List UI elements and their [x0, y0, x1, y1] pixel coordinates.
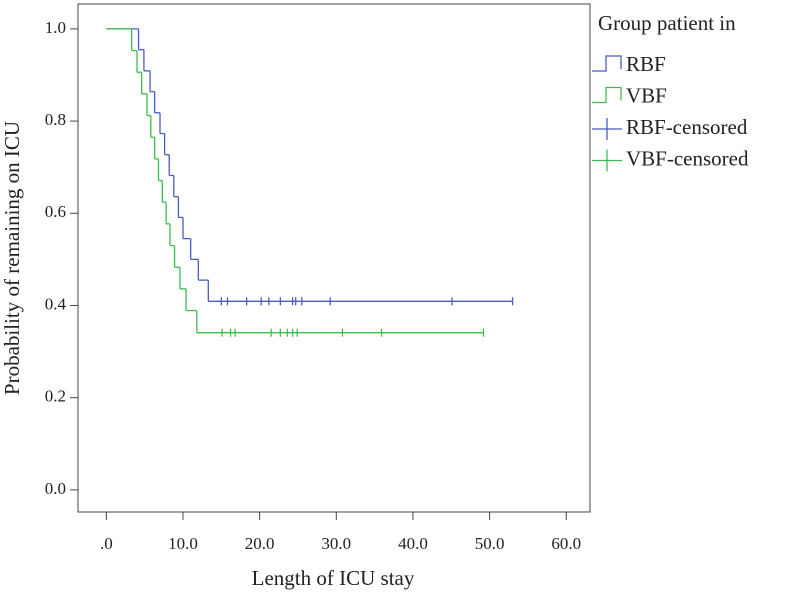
y-tick-label: 0.2 — [45, 387, 66, 406]
y-tick-label: 0.6 — [45, 202, 66, 221]
y-axis-title: Probability of remaining on ICU — [0, 121, 24, 395]
x-tick-label: 10.0 — [168, 534, 198, 553]
y-tick-label: 1.0 — [45, 18, 66, 37]
x-tick-label: 60.0 — [551, 534, 581, 553]
x-tick-label: 30.0 — [321, 534, 351, 553]
legend-symbol — [592, 86, 622, 104]
plot-frame — [77, 3, 591, 513]
x-tick-label: 20.0 — [245, 534, 275, 553]
x-tick-label: 40.0 — [398, 534, 428, 553]
legend-label: RBF-censored — [626, 115, 748, 139]
y-tick-label: 0.8 — [45, 110, 66, 129]
legend-label: VBF-censored — [626, 146, 749, 170]
legend-symbol — [592, 55, 622, 72]
x-tick-label: 50.0 — [475, 534, 505, 553]
x-axis-title: Length of ICU stay — [252, 566, 415, 590]
y-tick-label: 0.4 — [45, 294, 67, 313]
legend-label: RBF — [626, 52, 666, 76]
legend-title: Group patient in — [598, 11, 736, 35]
y-tick-label: 0.0 — [45, 479, 66, 498]
x-tick-label: .0 — [100, 534, 113, 553]
legend-label: VBF — [626, 83, 667, 107]
